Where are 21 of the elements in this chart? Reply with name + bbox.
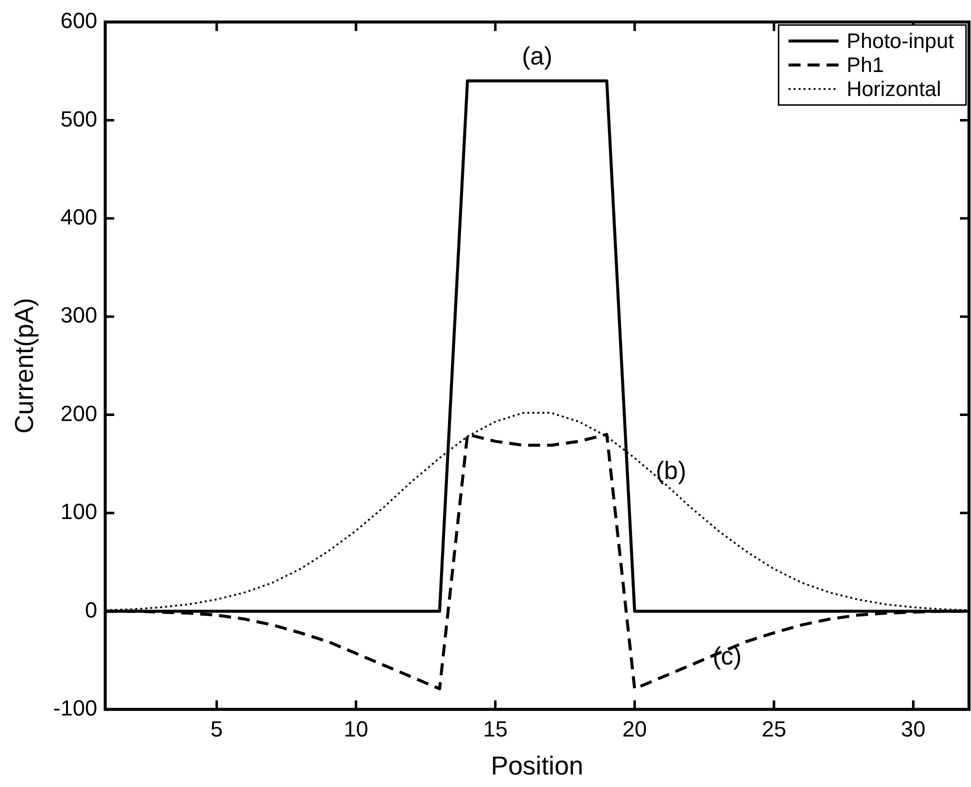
y-tick-label: -100 (53, 695, 98, 720)
x-axis-title: Position (490, 750, 584, 781)
x-tick-label: 20 (622, 716, 647, 742)
x-tick-label: 10 (344, 716, 368, 742)
x-tick-label: 5 (210, 716, 223, 742)
x-tick-label: 25 (762, 716, 786, 742)
legend-label: Photo-input (846, 30, 954, 53)
annotation: (a) (522, 42, 552, 71)
x-tick-label: 15 (483, 716, 508, 742)
x-tick-label: 30 (901, 716, 926, 742)
y-tick-label: 200 (60, 400, 98, 426)
y-tick-label: 400 (60, 204, 98, 230)
annotation: (b) (656, 457, 686, 486)
y-tick-label: 600 (60, 8, 98, 34)
y-axis-title: Current(pA) (8, 298, 39, 434)
y-tick-label: 500 (60, 106, 98, 132)
legend-label: Ph1 (846, 54, 884, 77)
y-tick-label: 0 (84, 597, 98, 622)
legend-label: Horizontal (846, 78, 942, 101)
y-tick-label: 300 (60, 302, 98, 328)
y-tick-label: 100 (60, 499, 98, 524)
